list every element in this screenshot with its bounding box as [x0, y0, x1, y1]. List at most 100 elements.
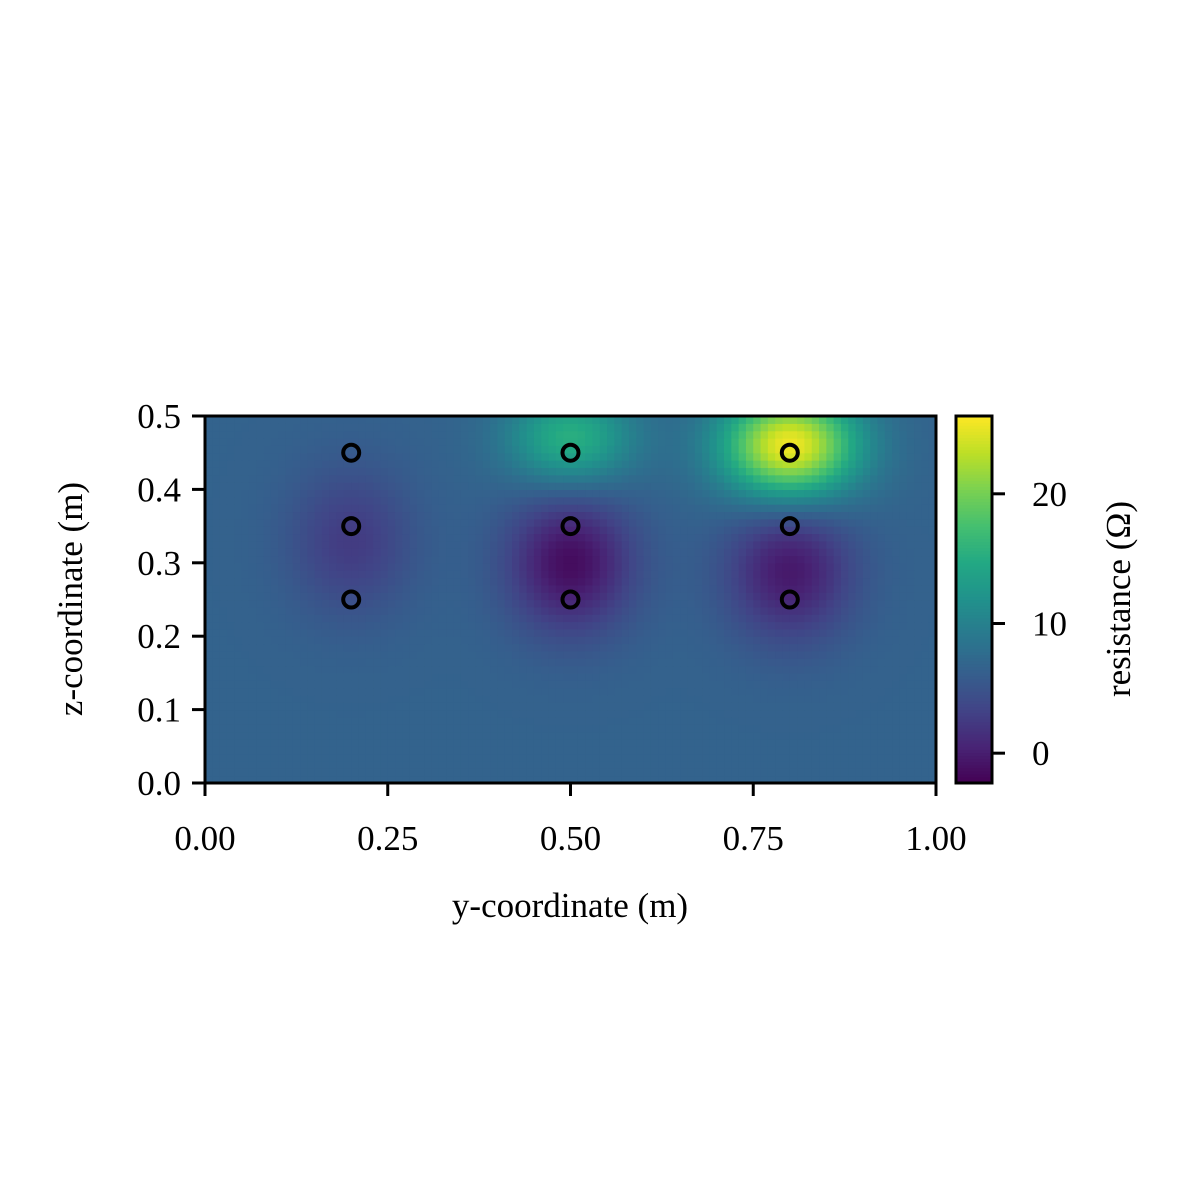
heatmap-cell	[270, 438, 279, 446]
heatmap-cell	[205, 621, 213, 630]
heatmap-cell	[680, 460, 689, 468]
heatmap-cell	[636, 650, 645, 659]
heatmap-cell	[526, 724, 535, 733]
heatmap-cell	[519, 731, 528, 740]
heatmap-cell	[424, 592, 433, 601]
heatmap-cell	[921, 584, 930, 593]
heatmap-cell	[592, 628, 601, 637]
heatmap-cell	[270, 746, 279, 755]
heatmap-cell	[307, 760, 316, 769]
heatmap-cell	[892, 460, 901, 468]
heatmap-cell	[512, 606, 520, 615]
heatmap-cell	[409, 709, 418, 718]
heatmap-cell	[300, 562, 308, 571]
heatmap-cell	[782, 716, 791, 725]
heatmap-cell	[731, 570, 740, 579]
heatmap-cell	[614, 709, 623, 718]
heatmap-cell	[504, 709, 513, 718]
heatmap-cell	[292, 555, 301, 564]
heatmap-cell	[270, 753, 279, 762]
heatmap-cell	[438, 636, 447, 645]
heatmap-cell	[263, 430, 272, 439]
heatmap-cell	[709, 614, 718, 623]
heatmap-cell	[490, 533, 498, 542]
heatmap-cell	[292, 738, 301, 747]
heatmap-cell	[475, 680, 484, 689]
heatmap-cell	[438, 555, 447, 564]
heatmap-cell	[892, 672, 901, 681]
heatmap-cell	[592, 482, 601, 490]
heatmap-cell	[219, 577, 228, 586]
heatmap-cell	[840, 496, 849, 505]
heatmap-cell	[438, 577, 447, 586]
heatmap-cell	[855, 658, 864, 667]
heatmap-cell	[702, 496, 710, 505]
heatmap-cell	[475, 430, 484, 439]
heatmap-cell	[848, 731, 857, 740]
heatmap-cell	[416, 694, 425, 703]
heatmap-cell	[358, 687, 367, 696]
heatmap-cell	[687, 738, 696, 747]
heatmap-cell	[234, 650, 243, 659]
heatmap-cell	[855, 577, 864, 586]
heatmap-cell	[892, 768, 901, 777]
heatmap-cell	[307, 562, 316, 571]
heatmap-cell	[650, 672, 659, 681]
heatmap-cell	[775, 584, 784, 593]
heatmap-cell	[716, 416, 725, 424]
heatmap-cell	[395, 474, 403, 483]
heatmap-cell	[628, 533, 637, 542]
heatmap-cell	[870, 489, 879, 498]
heatmap-cell	[702, 445, 710, 454]
heatmap-cell	[358, 643, 367, 652]
heatmap-cell	[526, 518, 535, 527]
heatmap-cell	[672, 423, 681, 432]
heatmap-cell	[628, 702, 637, 711]
heatmap-cell	[797, 438, 806, 446]
heatmap-cell	[497, 570, 506, 579]
heatmap-cell	[512, 533, 520, 542]
heatmap-cell	[358, 702, 367, 711]
heatmap-cell	[760, 687, 769, 696]
heatmap-cell	[321, 467, 330, 476]
heatmap-cell	[497, 724, 506, 733]
heatmap-cell	[343, 680, 352, 689]
heatmap-cell	[446, 562, 455, 571]
heatmap-cell	[285, 562, 294, 571]
heatmap-cell	[336, 584, 345, 593]
heatmap-cell	[409, 753, 418, 762]
heatmap-cell	[840, 452, 849, 461]
heatmap-cell	[226, 694, 235, 703]
heatmap-cell	[226, 650, 235, 659]
heatmap-cell	[687, 570, 696, 579]
heatmap-cell	[826, 430, 835, 439]
heatmap-cell	[343, 416, 352, 424]
heatmap-cell	[446, 423, 455, 432]
heatmap-cell	[789, 746, 798, 755]
heatmap-cell	[577, 511, 586, 520]
heatmap-cell	[665, 672, 674, 681]
heatmap-cell	[928, 658, 937, 667]
heatmap-cell	[577, 489, 586, 498]
heatmap-cell	[504, 724, 513, 733]
heatmap-cell	[533, 562, 542, 571]
heatmap-cell	[460, 768, 469, 777]
heatmap-cell	[892, 526, 901, 535]
heatmap-cell	[300, 731, 308, 740]
heatmap-cell	[840, 562, 849, 571]
heatmap-cell	[884, 768, 893, 777]
heatmap-cell	[380, 533, 389, 542]
heatmap-cell	[336, 504, 345, 513]
heatmap-cell	[570, 518, 579, 527]
heatmap-cell	[387, 504, 396, 513]
heatmap-cell	[621, 606, 630, 615]
heatmap-cell	[395, 489, 403, 498]
heatmap-cell	[351, 680, 360, 689]
heatmap-cell	[482, 768, 491, 777]
heatmap-cell	[731, 518, 740, 527]
heatmap-cell	[570, 724, 579, 733]
heatmap-cell	[899, 738, 908, 747]
heatmap-cell	[899, 548, 908, 557]
heatmap-cell	[402, 672, 411, 681]
heatmap-cell	[482, 694, 491, 703]
